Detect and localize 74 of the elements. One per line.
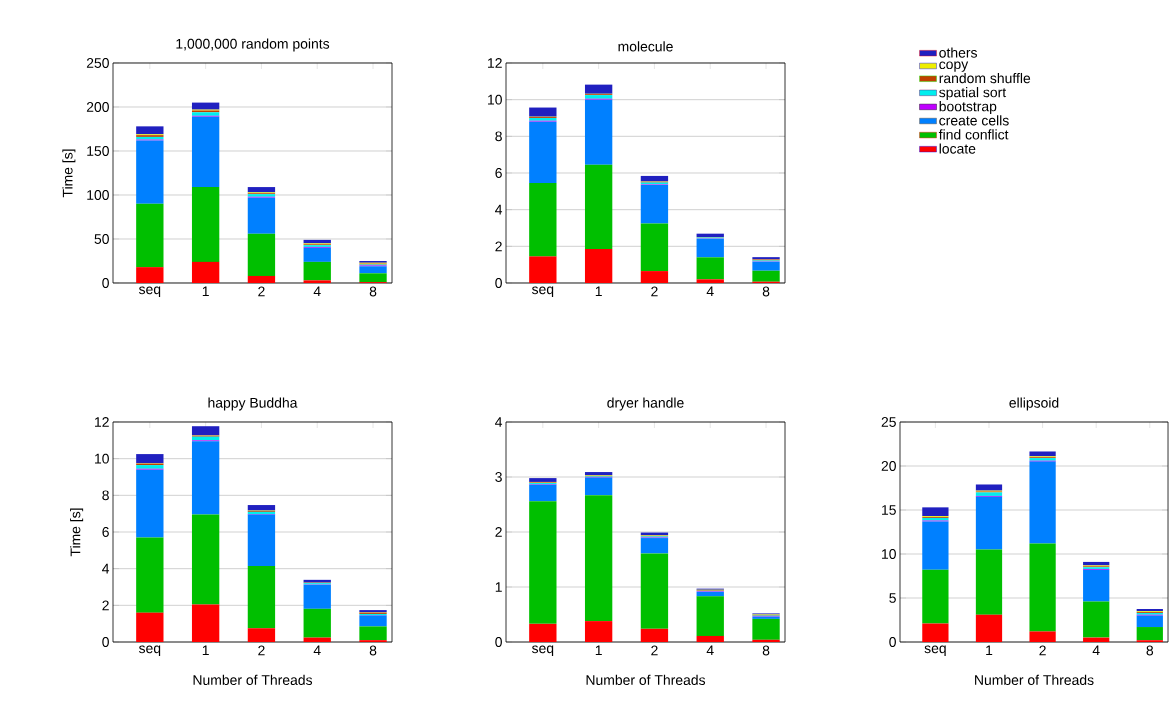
y-tick-label: 3 xyxy=(495,472,502,482)
y-tick-label: 20 xyxy=(881,461,896,471)
y-tick-label: 100 xyxy=(87,190,109,200)
y-tick-label: 0 xyxy=(102,278,109,288)
x-tick-label: seq xyxy=(138,645,161,656)
y-tick-label: 50 xyxy=(94,234,109,244)
x-tick-label: seq xyxy=(531,645,554,656)
x-tick-label: 2 xyxy=(651,645,658,656)
x-tick-label: 1 xyxy=(986,645,993,656)
x-tick-label: seq xyxy=(531,286,554,297)
x-tick-label: 1 xyxy=(595,286,602,297)
y-tick-label: 0 xyxy=(495,278,502,288)
y-tick-label: 8 xyxy=(495,131,502,142)
y-tick-label: 10 xyxy=(95,453,109,464)
x-tick-label: 8 xyxy=(762,645,770,656)
x-tick-label: 2 xyxy=(651,286,658,297)
legend-label: bootstrap xyxy=(939,101,997,115)
x-tick-label: 8 xyxy=(762,286,770,297)
y-tick-label: 2 xyxy=(495,241,502,252)
x-tick-label: 2 xyxy=(258,286,265,297)
y-tick-label: 12 xyxy=(95,417,109,427)
legend-label: create cells xyxy=(939,115,1009,126)
y-tick-label: 2 xyxy=(495,527,502,537)
y-tick-label: 0 xyxy=(495,637,502,647)
y-tick-label: 4 xyxy=(495,417,503,427)
y-tick-label: 0 xyxy=(102,637,109,647)
chart-title: ellipsoid xyxy=(1009,397,1059,411)
x-tick-label: seq xyxy=(138,286,161,297)
chart-title: 1,000,000 random points xyxy=(176,38,330,52)
legend-label: copy xyxy=(939,61,969,72)
y-tick-label: 6 xyxy=(102,527,109,537)
x-tick-label: 4 xyxy=(313,645,321,656)
x-axis-title: Number of Threads xyxy=(193,674,313,686)
chart-title: molecule xyxy=(618,41,673,52)
x-tick-label: 1 xyxy=(202,286,209,297)
legend-label: random shuffle xyxy=(939,72,1031,84)
x-axis-title: Number of Threads xyxy=(975,674,1094,686)
y-tick-label: 150 xyxy=(87,146,109,156)
y-tick-label: 4 xyxy=(495,204,503,215)
legend-label: others xyxy=(939,47,977,58)
x-tick-label: 8 xyxy=(1146,645,1154,656)
x-tick-label: seq xyxy=(924,645,946,656)
y-tick-label: 250 xyxy=(86,58,109,68)
y-tick-label: 15 xyxy=(882,505,896,515)
y-tick-label: 25 xyxy=(881,417,896,427)
legend-label: spatial sort xyxy=(939,87,1007,101)
x-tick-label: 4 xyxy=(706,286,714,297)
y-tick-label: 10 xyxy=(882,549,896,559)
y-tick-label: 6 xyxy=(495,168,502,178)
x-tick-label: 4 xyxy=(313,286,321,297)
x-tick-label: 8 xyxy=(369,286,377,297)
y-tick-label: 2 xyxy=(102,600,109,611)
y-tick-label: 5 xyxy=(889,593,896,603)
y-tick-label: 4 xyxy=(102,563,110,574)
x-tick-label: 8 xyxy=(369,645,377,656)
y-tick-label: 8 xyxy=(102,490,109,501)
x-tick-label: 1 xyxy=(202,645,209,656)
x-tick-label: 1 xyxy=(595,645,602,656)
y-tick-label: 1 xyxy=(495,582,502,592)
y-tick-label: 12 xyxy=(488,58,502,68)
x-tick-label: 2 xyxy=(258,645,265,656)
x-tick-label: 4 xyxy=(1092,645,1100,656)
x-axis-title: Number of Threads xyxy=(586,674,706,686)
y-axis-title: Time [s] xyxy=(70,508,84,557)
legend-label: find conflict xyxy=(938,129,1009,140)
chart-title: happy Buddha xyxy=(208,397,298,411)
y-tick-label: 10 xyxy=(488,94,502,105)
chart-title: dryer handle xyxy=(607,397,684,411)
y-tick-label: 0 xyxy=(889,637,896,647)
x-tick-label: 4 xyxy=(706,645,714,656)
y-tick-label: 200 xyxy=(86,102,109,112)
legend-label: locate xyxy=(939,143,976,154)
x-tick-label: 2 xyxy=(1039,645,1046,656)
y-axis-title: Time [s] xyxy=(62,149,76,198)
